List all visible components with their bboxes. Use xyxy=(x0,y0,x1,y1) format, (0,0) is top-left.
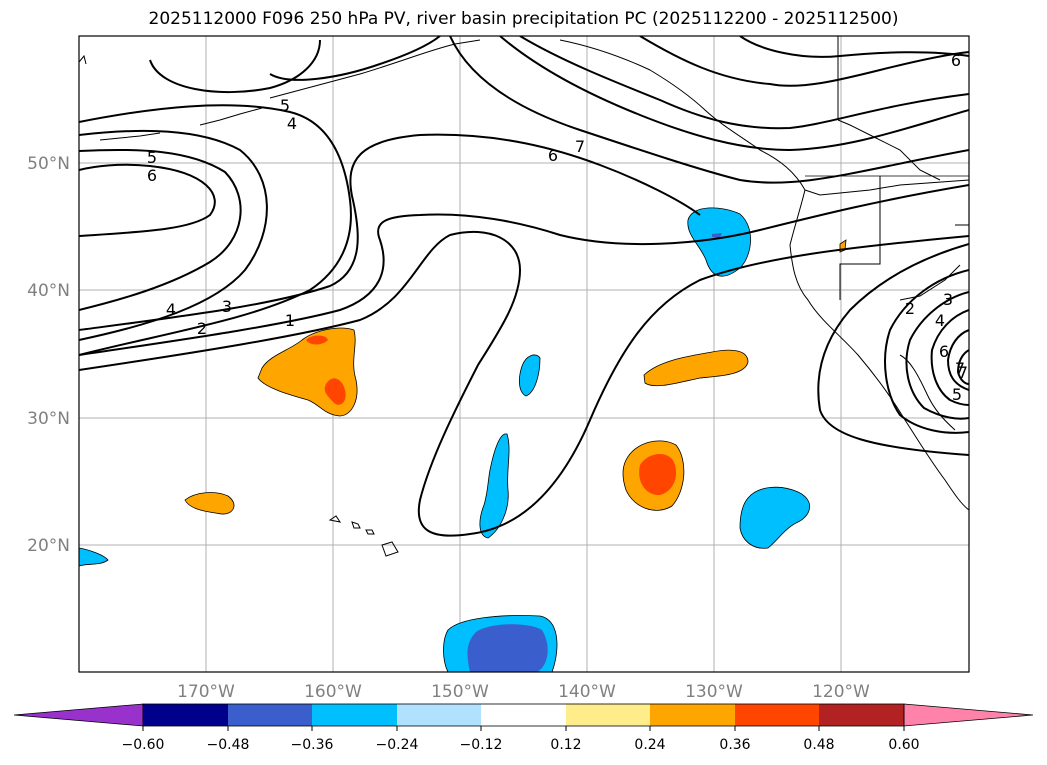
pv-label: 2 xyxy=(905,299,915,318)
precip-filled-areas xyxy=(79,207,847,672)
pv-label: 4 xyxy=(935,311,945,330)
lon-label-160w: 160°W xyxy=(304,682,362,702)
colorbar-tick-label: 0.36 xyxy=(719,737,750,753)
colorbar-tick-label: −0.36 xyxy=(291,737,334,753)
lat-label-30n: 30°N xyxy=(27,409,70,429)
colorbar-swatch xyxy=(481,704,566,726)
longitude-labels: 170°W 160°W 150°W 140°W 130°W 120°W xyxy=(177,682,870,702)
pv-label: 2 xyxy=(197,319,207,338)
pv-label: 1 xyxy=(285,311,295,330)
colorbar-tick-label: 0.12 xyxy=(550,737,581,753)
pv-label: 6 xyxy=(548,146,558,165)
colorbar-tick-label: 0.48 xyxy=(803,737,834,753)
lat-label-50n: 50°N xyxy=(27,154,70,174)
pv-label: 6 xyxy=(147,166,157,185)
precip-blob-negative xyxy=(79,547,109,567)
colorbar-swatch xyxy=(735,704,819,726)
pv-label: 5 xyxy=(147,148,157,167)
colorbar-swatch xyxy=(650,704,735,726)
precip-blob-positive xyxy=(643,349,749,387)
pv-label: 6 xyxy=(939,342,949,361)
pv-label: 5 xyxy=(280,96,290,115)
pv-label: 5 xyxy=(952,385,962,404)
latitude-labels: 50°N 40°N 30°N 20°N xyxy=(27,154,70,556)
colorbar-swatch xyxy=(566,704,650,726)
colorbar-tick-label: 0.24 xyxy=(634,737,665,753)
colorbar-tick-label: −0.12 xyxy=(460,737,503,753)
precip-core-strong xyxy=(639,454,677,496)
lon-label-120w: 120°W xyxy=(812,682,870,702)
pv-label: 7 xyxy=(955,359,965,378)
colorbar-extend-low xyxy=(13,703,144,727)
precip-blob-negative xyxy=(739,486,811,549)
colorbar: −0.60 −0.48 −0.36 −0.24 −0.12 0.12 0.24 … xyxy=(13,703,1034,753)
colorbar-swatch xyxy=(819,704,904,726)
colorbar-swatch xyxy=(312,704,397,726)
pv-contours xyxy=(79,36,969,537)
pv-label: 4 xyxy=(287,114,297,133)
colorbar-tick-label: −0.48 xyxy=(207,737,250,753)
map-title: 2025112000 F096 250 hPa PV, river basin … xyxy=(148,9,899,29)
precip-core-negative xyxy=(467,624,548,672)
lon-label-170w: 170°W xyxy=(177,682,235,702)
precip-blob-negative xyxy=(479,433,510,539)
islands xyxy=(79,54,399,557)
colorbar-swatch xyxy=(228,704,312,726)
colorbar-swatch xyxy=(397,704,481,726)
pv-contour-labels: 1 2 3 4 5 6 7 4 5 6 6 7 2 3 4 5 6 7 xyxy=(147,51,968,404)
colorbar-extend-high xyxy=(903,703,1034,727)
lat-label-20n: 20°N xyxy=(27,536,70,556)
colorbar-swatch xyxy=(143,704,228,726)
pv-label: 3 xyxy=(943,290,953,309)
precip-core-strong xyxy=(324,378,346,405)
lon-label-130w: 130°W xyxy=(685,682,743,702)
pv-label: 6 xyxy=(951,51,961,70)
pv-label: 4 xyxy=(166,300,176,319)
precip-blob-positive xyxy=(184,492,235,515)
precip-core-strong xyxy=(306,335,328,345)
coastlines xyxy=(269,36,969,511)
colorbar-tick-label: −0.60 xyxy=(122,737,165,753)
lon-label-140w: 140°W xyxy=(558,682,616,702)
plot-area xyxy=(79,36,969,672)
precip-blob-negative xyxy=(518,354,541,397)
pv-label: 7 xyxy=(958,363,968,382)
colorbar-tick-label: 0.60 xyxy=(888,737,919,753)
pv-label: 3 xyxy=(222,297,232,316)
pv-label: 7 xyxy=(575,137,585,156)
precip-core-negative xyxy=(712,233,722,238)
colorbar-tick-label: −0.24 xyxy=(376,737,419,753)
lon-label-150w: 150°W xyxy=(431,682,489,702)
plot-frame xyxy=(78,35,970,673)
lat-label-40n: 40°N xyxy=(27,281,70,301)
